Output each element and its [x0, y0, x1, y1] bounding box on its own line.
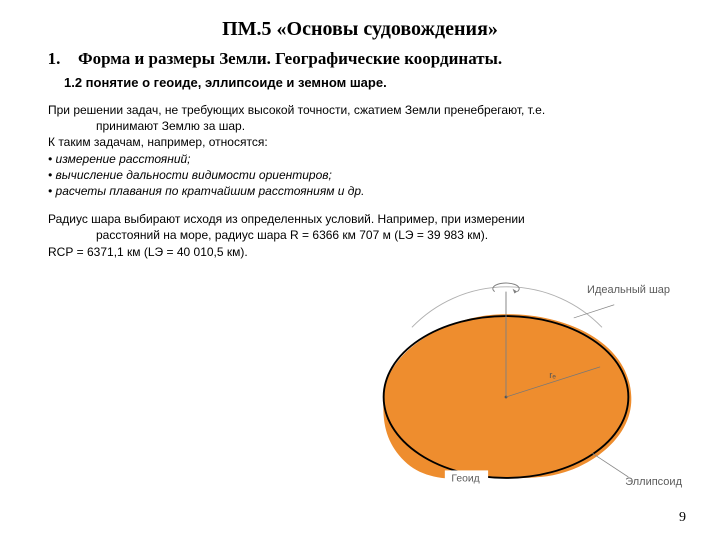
- page-number: 9: [679, 510, 686, 526]
- chapter-text: Форма и размеры Земли. Географические ко…: [78, 49, 502, 69]
- bullet-3: • расчеты плавания по кратчайшим расстоя…: [48, 183, 690, 199]
- para1-line1: При решении задач, не требующих высокой …: [48, 102, 690, 118]
- label-ideal-sphere: Идеальный шар: [587, 284, 670, 296]
- chapter-heading: 1. Форма и размеры Земли. Географические…: [30, 49, 690, 69]
- earth-figure: rₑГеоид Идеальный шар Эллипсоид: [346, 282, 666, 512]
- body-text: При решении задач, не требующих высокой …: [48, 102, 690, 260]
- section-heading: 1.2 понятие о геоиде, эллипсоиде и земно…: [64, 75, 690, 90]
- svg-text:rₑ: rₑ: [549, 369, 556, 380]
- chapter-number: 1.: [30, 49, 78, 69]
- para3-line2: расстояний на море, радиус шара R = 6366…: [48, 227, 690, 243]
- label-ellipsoid: Эллипсоид: [625, 476, 682, 488]
- svg-text:Геоид: Геоид: [451, 474, 479, 485]
- spacer: [48, 199, 690, 211]
- para4: RСР = 6371,1 км (LЭ = 40 010,5 км).: [48, 244, 690, 260]
- earth-diagram-svg: rₑ Геоид: [346, 282, 666, 512]
- para1-line2: принимают Землю за шар.: [48, 118, 690, 134]
- para2: К таким задачам, например, относятся:: [48, 134, 690, 150]
- bullet-2: • вычисление дальности видимости ориенти…: [48, 167, 690, 183]
- para3-line1: Радиус шара выбирают исходя из определен…: [48, 211, 690, 227]
- bullet-1: • измерение расстояний;: [48, 151, 690, 167]
- page-title: ПМ.5 «Основы судовождения»: [30, 18, 690, 41]
- slide-page: ПМ.5 «Основы судовождения» 1. Форма и ра…: [0, 0, 720, 540]
